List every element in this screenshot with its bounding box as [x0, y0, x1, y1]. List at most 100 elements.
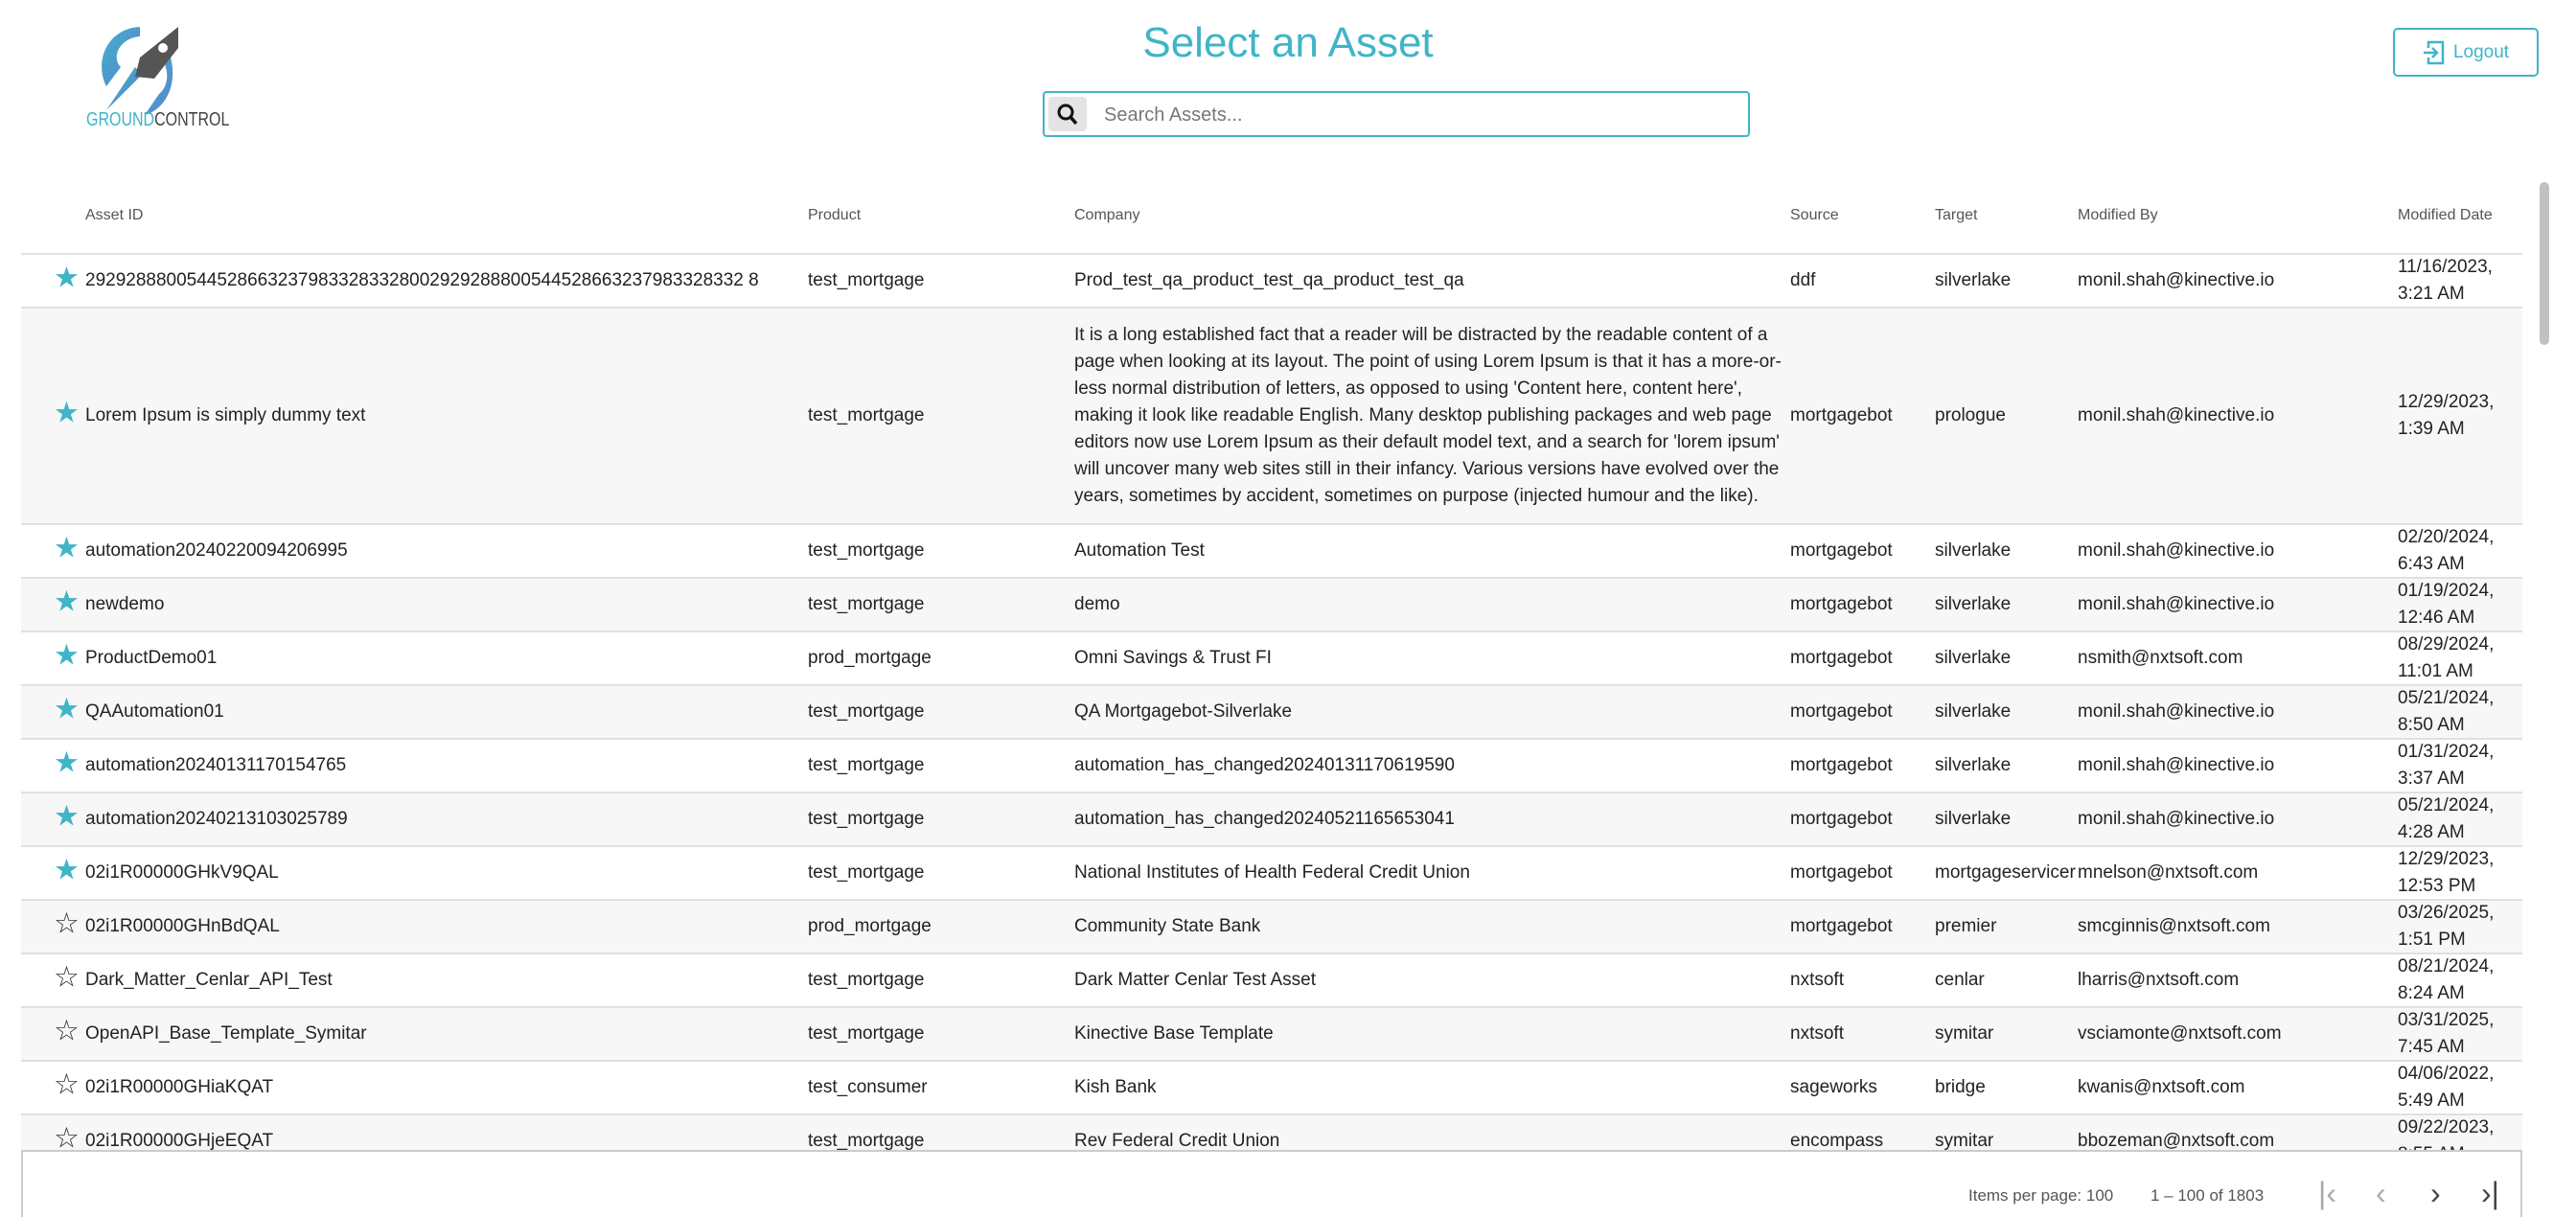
table-row[interactable]: ★ ProductDemo01 prod_mortgage Omni Savings … [21, 632, 2522, 686]
cell-target: mortgageservicer [1935, 862, 2076, 883]
search-box[interactable] [1043, 91, 1750, 137]
assets-table: Asset ID Product Company Source Target M… [21, 182, 2522, 1150]
cell-target: silverlake [1935, 648, 2012, 668]
cell-asset-id: newdemo [85, 594, 165, 614]
cell-modified-by: monil.shah@kinective.io [2078, 701, 2275, 722]
star-filled-icon[interactable]: ★ [54, 262, 80, 294]
star-filled-icon[interactable]: ★ [54, 586, 80, 618]
cell-asset-id: 02i1R00000GHiaKQAT [85, 1077, 274, 1097]
cell-source: sageworks [1790, 1077, 1877, 1097]
cell-source: mortgagebot [1790, 540, 1893, 561]
star-filled-icon[interactable]: ★ [54, 746, 80, 779]
cell-target: silverlake [1935, 809, 2012, 829]
search-icon[interactable] [1048, 97, 1087, 131]
logo-text: GROUNDCONTROL [86, 109, 230, 130]
cell-modified-by: lharris@nxtsoft.com [2078, 970, 2240, 990]
table-row[interactable]: ★ QAAutomation01 test_mortgage QA Mortgageb… [21, 686, 2522, 740]
cell-company: Rev Federal Credit Union [1074, 1131, 1280, 1150]
star-outline-icon[interactable]: ☆ [54, 961, 80, 994]
cell-target: silverlake [1935, 701, 2012, 722]
cell-company: Kish Bank [1074, 1077, 1157, 1097]
scrollbar[interactable] [2540, 182, 2549, 345]
col-source[interactable]: Source [1790, 207, 1839, 223]
cell-modified-by: monil.shah@kinective.io [2078, 270, 2275, 290]
cell-company: demo [1074, 594, 1120, 614]
col-modified-by[interactable]: Modified By [2078, 207, 2158, 223]
items-per-page-value[interactable]: 100 [2085, 1186, 2114, 1205]
table-row[interactable]: ☆ 02i1R00000GHjeEQAT test_mortgage Rev Fede… [21, 1115, 2522, 1150]
items-per-page[interactable]: Items per page: 100 [1968, 1186, 2113, 1206]
col-target[interactable]: Target [1935, 207, 1978, 223]
cell-asset-id: 02i1R00000GHjeEQAT [85, 1131, 274, 1150]
table-row[interactable]: ★ Lorem Ipsum is simply dummy text test_mo… [21, 309, 2522, 525]
cell-target: silverlake [1935, 540, 2012, 561]
cell-company: Omni Savings & Trust FI [1074, 648, 1272, 668]
cell-source: mortgagebot [1790, 809, 1893, 829]
cell-target: symitar [1935, 1023, 1994, 1044]
cell-company: Community State Bank [1074, 916, 1261, 936]
cell-asset-id: OpenAPI_Base_Template_Symitar [85, 1023, 367, 1044]
star-filled-icon[interactable]: ★ [54, 639, 80, 672]
table-row[interactable]: ☆ 02i1R00000GHiaKQAT test_consumer Kish Ban… [21, 1062, 2522, 1115]
cell-source: mortgagebot [1790, 594, 1893, 614]
table-row[interactable]: ★ automation20240220094206995 test_mortgag… [21, 525, 2522, 579]
cell-product: test_mortgage [808, 970, 925, 990]
cell-modified-date: 05/21/2024, 4:28 AM [2398, 795, 2495, 842]
star-outline-icon[interactable]: ☆ [54, 1122, 80, 1150]
next-page-icon[interactable]: › [2430, 1176, 2441, 1210]
table-row[interactable]: ★ automation20240213103025789 test_mortgag… [21, 793, 2522, 847]
first-page-icon[interactable]: |‹ [2318, 1176, 2336, 1210]
cell-product: test_mortgage [808, 701, 925, 722]
star-outline-icon[interactable]: ☆ [54, 1015, 80, 1047]
cell-target: cenlar [1935, 970, 1985, 990]
cell-source: ddf [1790, 270, 1816, 290]
logout-button[interactable]: Logout [2393, 28, 2539, 77]
cell-asset-id: automation20240220094206995 [85, 540, 348, 561]
cell-target: prologue [1935, 405, 2006, 425]
logout-label: Logout [2452, 41, 2510, 62]
cell-target: silverlake [1935, 270, 2012, 290]
star-outline-icon[interactable]: ☆ [54, 1068, 80, 1101]
col-asset-id[interactable]: Asset ID [85, 207, 144, 223]
table-row[interactable]: ★ automation20240131170154765 test_mortgag… [21, 740, 2522, 793]
cell-asset-id: automation20240213103025789 [85, 809, 348, 829]
cell-modified-by: monil.shah@kinective.io [2078, 405, 2275, 425]
star-filled-icon[interactable]: ★ [54, 693, 80, 725]
table-row[interactable]: ☆ OpenAPI_Base_Template_Symitar test_mortg… [21, 1008, 2522, 1062]
col-modified-date[interactable]: Modified Date [2398, 207, 2493, 223]
cell-company: Automation Test [1074, 540, 1205, 561]
cell-modified-by: smcginnis@nxtsoft.com [2078, 916, 2270, 936]
col-company[interactable]: Company [1074, 207, 1140, 223]
cell-target: symitar [1935, 1131, 1994, 1150]
items-per-page-label: Items per page: [1968, 1186, 2082, 1205]
star-filled-icon[interactable]: ★ [54, 800, 80, 833]
cell-company: automation_has_changed20240131170619590 [1074, 755, 1455, 775]
table-row[interactable]: ★ 02i1R00000GHkV9QAL test_mortgage National… [21, 847, 2522, 901]
star-outline-icon[interactable]: ☆ [54, 907, 80, 940]
table-row[interactable]: ☆ 02i1R00000GHnBdQAL prod_mortgage Communit… [21, 901, 2522, 954]
star-filled-icon[interactable]: ★ [54, 532, 80, 564]
paginator: Items per page: 100 1 – 100 of 1803 |‹ ‹… [21, 1150, 2522, 1217]
cell-modified-date: 11/16/2023, 3:21 AM [2398, 257, 2493, 304]
last-page-icon[interactable]: ›| [2481, 1176, 2499, 1210]
cell-product: test_mortgage [808, 270, 925, 290]
table-row[interactable]: ★ newdemo test_mortgage demo mortgagebot silv… [21, 579, 2522, 632]
col-product[interactable]: Product [808, 207, 862, 223]
cell-source: mortgagebot [1790, 755, 1893, 775]
cell-modified-date: 03/31/2025, 7:45 AM [2398, 1010, 2495, 1057]
star-filled-icon[interactable]: ★ [54, 397, 80, 429]
logout-icon [2423, 40, 2445, 64]
cell-asset-id: 2929288800544528663237983328332800292928… [85, 270, 759, 290]
table-row[interactable]: ☆ Dark_Matter_Cenlar_API_Test test_mortgag… [21, 954, 2522, 1008]
cell-asset-id: Lorem Ipsum is simply dummy text [85, 405, 366, 425]
table-row[interactable]: ★ 292928880054452866323798332833280029292… [21, 255, 2522, 309]
cell-modified-by: vsciamonte@nxtsoft.com [2078, 1023, 2282, 1044]
cell-modified-date: 05/21/2024, 8:50 AM [2398, 688, 2495, 735]
cell-product: test_mortgage [808, 405, 925, 425]
cell-target: bridge [1935, 1077, 1986, 1097]
star-filled-icon[interactable]: ★ [54, 854, 80, 886]
cell-modified-date: 01/19/2024, 12:46 AM [2398, 581, 2495, 628]
prev-page-icon[interactable]: ‹ [2376, 1176, 2386, 1210]
cell-modified-date: 12/29/2023, 12:53 PM [2398, 849, 2495, 896]
search-input[interactable] [1102, 99, 1738, 131]
